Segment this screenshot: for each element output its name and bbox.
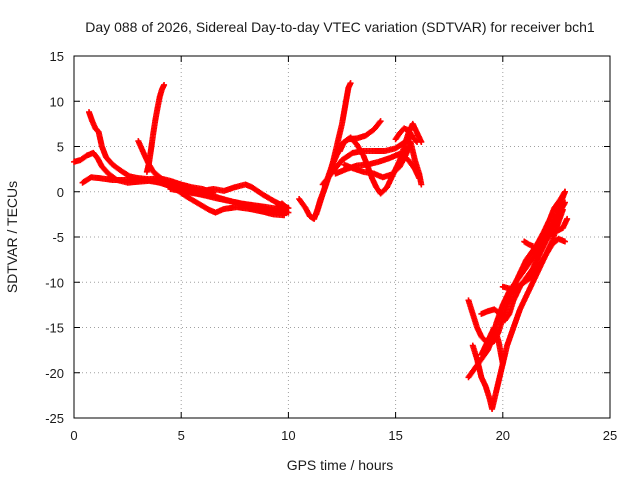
y-axis-title: SDTVAR / TECUs [4,181,20,293]
series-arc-22 [521,238,536,250]
y-tick-label: 5 [57,140,64,155]
data-point [529,243,536,250]
series-arc-08 [274,200,290,211]
tick-layer: 0 5 10 15 20 25 15 10 5 0 -5 -10 -15 -20 -25 [45,49,617,443]
y-tick-label: 0 [57,185,64,200]
series-arc-15 [392,125,421,145]
x-axis-title: GPS time / hours [287,457,394,473]
data-point [282,203,289,210]
x-tick-label: 25 [603,428,617,443]
data-point [559,206,566,213]
y-tick-label: -10 [45,275,64,290]
data-point [561,238,568,245]
data-point [418,181,425,188]
y-tick-label: -5 [52,230,64,245]
y-tick-label: 15 [50,49,64,64]
series-arc-12 [332,150,423,182]
data-point [377,118,384,125]
data-point [414,138,421,145]
data-point [564,215,571,222]
series-arc-09 [296,80,354,222]
x-tick-label: 20 [496,428,510,443]
data-point [283,204,290,211]
data-point [561,188,568,195]
data-layer [71,80,571,412]
series-arc-20 [478,324,506,367]
series-arc-04 [135,138,288,219]
series-arc-06 [167,186,292,216]
data-point [561,199,568,206]
y-tick-label: -20 [45,366,64,381]
x-tick-label: 15 [388,428,402,443]
series-arc-14 [341,138,425,188]
series-arc-21 [499,235,568,293]
x-tick-label: 10 [281,428,295,443]
series-arc-19 [469,206,566,412]
data-point [499,360,506,367]
series-arc-23 [534,188,568,248]
y-tick-label: -25 [45,411,64,426]
chart-title: Day 088 of 2026, Sidereal Day-to-day VTE… [85,19,595,35]
x-tick-label: 5 [178,428,185,443]
data-point [347,80,354,87]
y-tick-label: 10 [50,94,64,109]
data-point [376,119,383,126]
x-tick-label: 0 [70,428,77,443]
data-point [161,81,168,88]
series-arc-05 [143,81,168,175]
data-point [412,137,419,144]
y-tick-label: -15 [45,321,64,336]
